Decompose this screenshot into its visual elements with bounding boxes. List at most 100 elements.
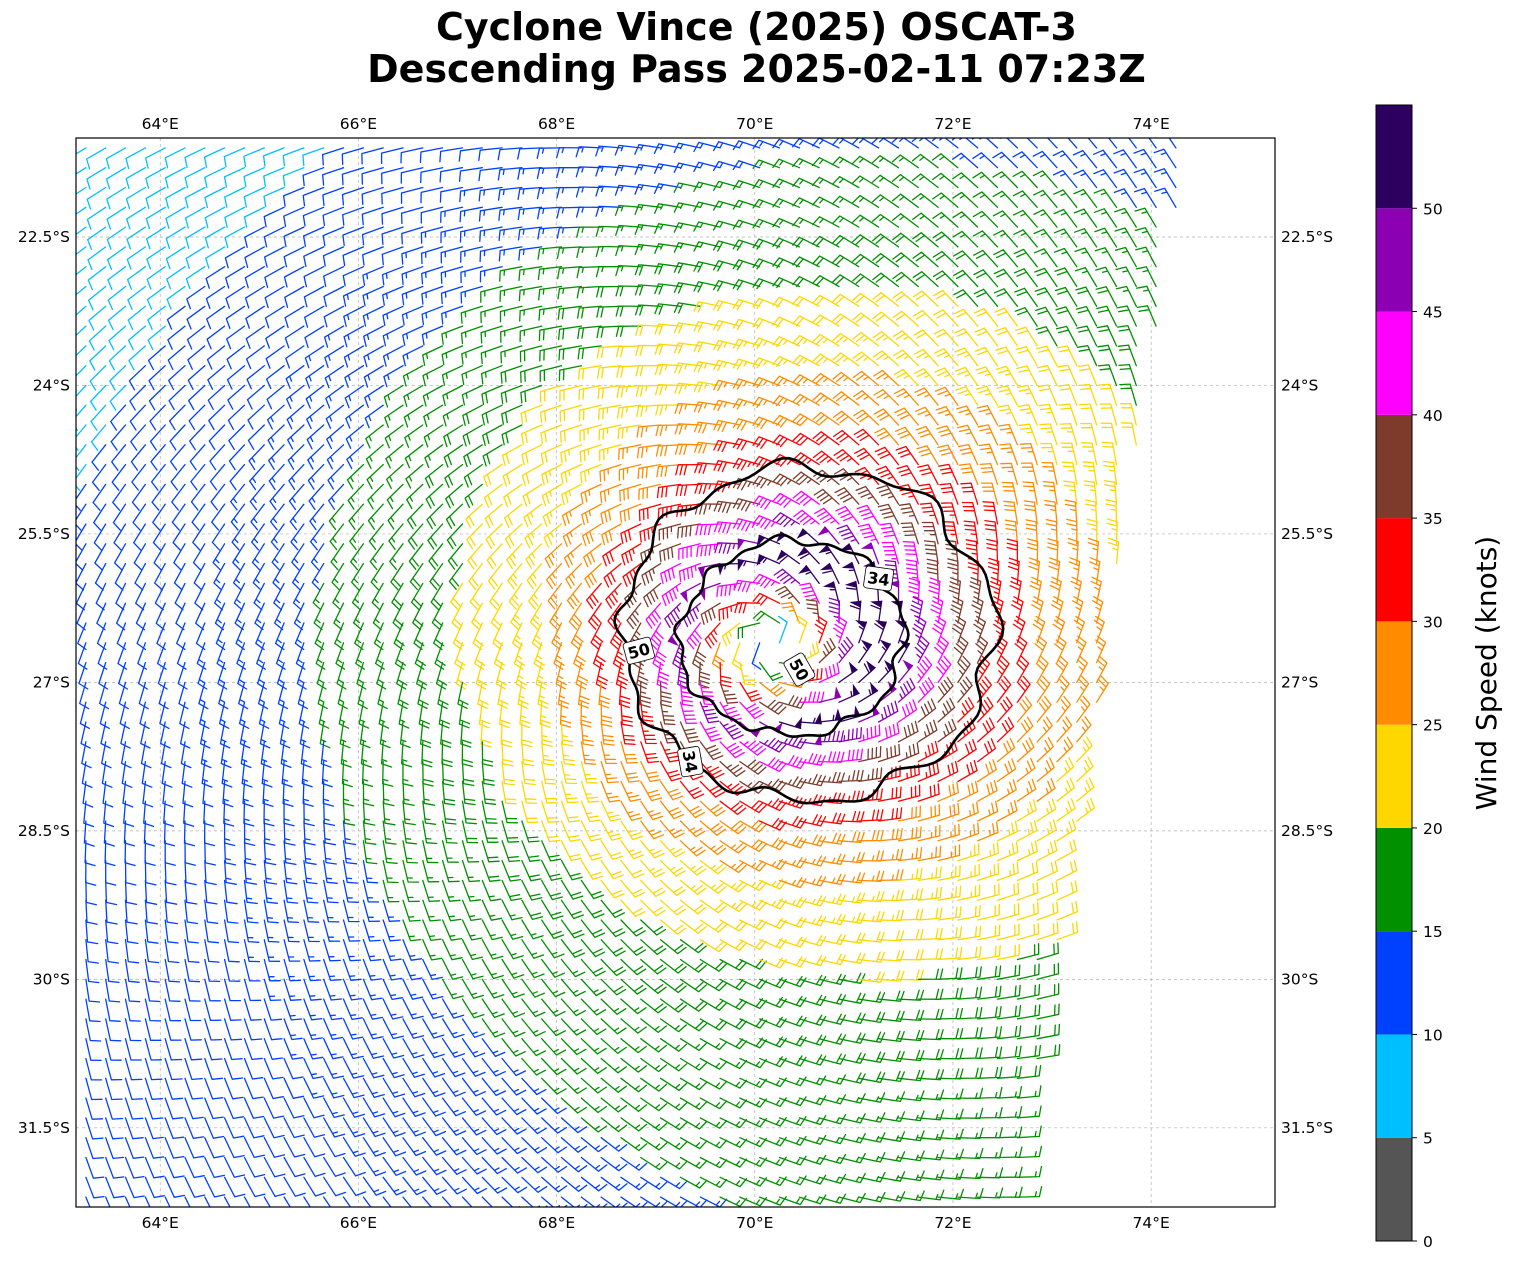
wind-barb xyxy=(461,978,485,999)
wind-barb xyxy=(76,186,87,195)
wind-barb xyxy=(288,483,305,511)
wind-barb xyxy=(600,1097,628,1113)
wind-barb xyxy=(124,978,141,1003)
wind-barb xyxy=(367,483,384,510)
wind-barb xyxy=(996,1106,1023,1119)
wind-barb xyxy=(578,384,602,401)
wind-barb xyxy=(299,721,311,749)
wind-barb xyxy=(141,760,153,788)
wind-barb xyxy=(382,1176,407,1196)
wind-barb xyxy=(636,424,662,438)
wind-barb xyxy=(852,273,880,288)
wind-barb xyxy=(986,538,999,565)
wind-barb xyxy=(752,416,781,430)
wind-barb xyxy=(648,622,664,650)
wind-barb xyxy=(961,501,979,525)
wind-barb xyxy=(1012,190,1038,208)
wind-barb xyxy=(460,305,483,324)
wind-barb xyxy=(994,326,1019,347)
wind-barb xyxy=(897,969,924,981)
wind-barb xyxy=(957,843,980,862)
wind-barb xyxy=(87,246,107,271)
wind-barb xyxy=(759,661,783,682)
wind-barb xyxy=(498,246,523,262)
wind-barb xyxy=(1089,557,1101,585)
wind-barb xyxy=(792,413,820,427)
colorbar-tick-label: 50 xyxy=(1423,200,1443,218)
wind-barb xyxy=(402,1038,425,1059)
wind-barb xyxy=(243,1097,265,1119)
wind-barb xyxy=(1054,286,1078,307)
wind-barb xyxy=(858,1071,886,1083)
wind-barb xyxy=(997,404,1019,426)
wind-barb xyxy=(834,487,860,505)
wind-barb xyxy=(1095,675,1109,703)
wind-barb xyxy=(501,1077,527,1096)
wind-barb xyxy=(243,1018,263,1041)
wind-barb xyxy=(1054,247,1078,268)
wind-barb xyxy=(1056,345,1078,367)
wind-barb xyxy=(712,260,741,272)
wind-barb xyxy=(733,579,761,593)
wind-barb xyxy=(140,741,152,769)
wind-barb xyxy=(447,543,464,570)
wind-barb xyxy=(120,741,132,769)
wind-barb xyxy=(154,562,166,591)
wind-barb xyxy=(332,582,345,611)
wind-barb xyxy=(402,1196,412,1207)
wind-barb xyxy=(996,717,1015,743)
wind-barb xyxy=(76,404,87,431)
colorbar-segment xyxy=(1376,621,1412,725)
wind-barb xyxy=(402,1018,425,1039)
wind-barb xyxy=(977,1167,1004,1179)
wind-barb xyxy=(1055,655,1069,684)
wind-barb-pennant xyxy=(839,543,853,551)
wind-barb xyxy=(236,642,247,670)
wind-barb xyxy=(580,1176,608,1192)
wind-barb xyxy=(481,1077,507,1097)
wind-barb xyxy=(382,285,404,306)
wind-barb xyxy=(640,1156,668,1171)
wind-barb xyxy=(164,958,181,983)
wind-barb xyxy=(932,615,947,644)
wind-barb xyxy=(699,701,720,724)
colorbar-segment xyxy=(1376,105,1412,209)
wind-barb xyxy=(521,899,544,921)
wind-barb xyxy=(307,444,325,470)
wind-barb xyxy=(439,186,464,203)
wind-barb xyxy=(772,316,801,328)
wind-barb xyxy=(1016,943,1040,961)
wind-barb xyxy=(682,602,701,628)
wind-barb xyxy=(858,1092,886,1103)
wind-barb xyxy=(90,404,107,431)
wind-barb xyxy=(799,582,820,604)
wind-barb xyxy=(994,307,1019,327)
wind-barb xyxy=(342,1077,365,1099)
lon-tick-label-top: 74°E xyxy=(1132,115,1169,133)
wind-barb xyxy=(818,893,846,906)
wind-barb xyxy=(461,384,483,406)
wind-barb xyxy=(541,978,566,998)
wind-barb xyxy=(402,365,424,387)
wind-barb xyxy=(616,365,642,378)
wind-barb xyxy=(957,822,980,842)
wind-barb xyxy=(125,186,147,210)
wind-barb-pennant xyxy=(834,708,842,721)
wind-barb xyxy=(109,365,127,391)
wind-barb xyxy=(507,562,523,590)
wind-barb xyxy=(81,760,93,789)
wind-barb xyxy=(350,562,365,591)
wind-barb xyxy=(877,1030,905,1043)
wind-barb xyxy=(501,780,517,805)
wind-barb xyxy=(937,1068,964,1080)
wind-barb xyxy=(566,582,583,610)
wind-barb xyxy=(130,424,147,451)
wind-barb xyxy=(975,385,999,406)
wind-barb xyxy=(303,919,320,943)
wind-barb xyxy=(897,1110,925,1122)
wind-barb xyxy=(223,1137,245,1159)
wind-barb xyxy=(580,760,598,784)
wind-barb xyxy=(1102,460,1118,486)
wind-barb xyxy=(342,939,362,962)
wind-barb xyxy=(1016,696,1033,723)
